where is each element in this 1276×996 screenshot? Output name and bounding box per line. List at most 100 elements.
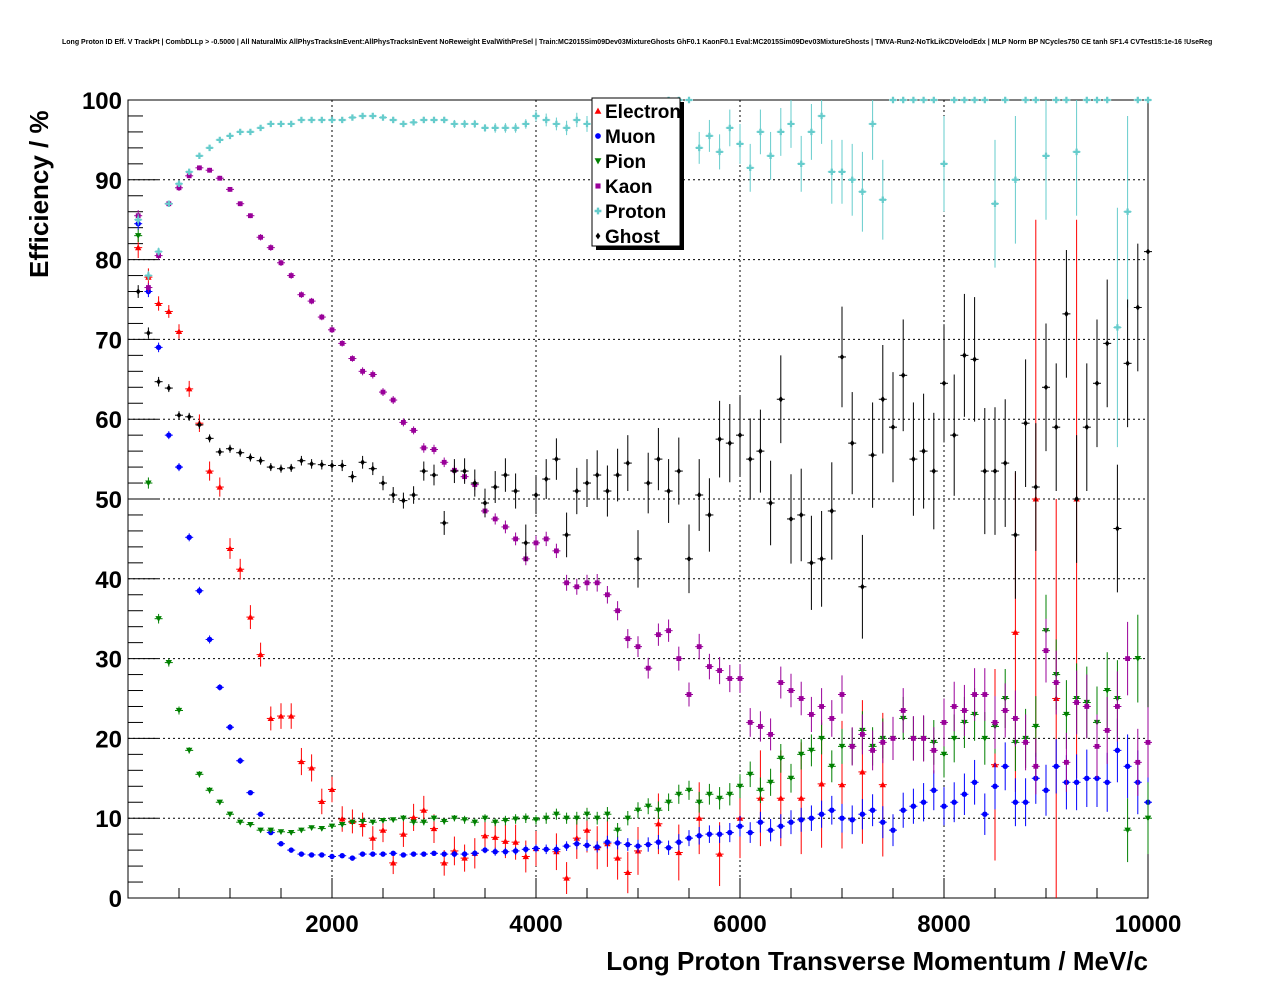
- x-axis-label: Long Proton Transverse Momentum / MeV/c: [606, 946, 1148, 976]
- muon-point: [971, 779, 978, 786]
- kaon-point: [778, 680, 784, 685]
- legend-proton-marker: [594, 207, 602, 215]
- muon-point: [227, 724, 233, 730]
- pion-point: [165, 660, 172, 666]
- muon-point: [594, 844, 600, 850]
- ghost-point: [278, 465, 284, 472]
- pion-point: [685, 787, 693, 794]
- proton-point: [318, 116, 325, 124]
- pion-point: [206, 787, 213, 794]
- pion-point: [1104, 687, 1111, 694]
- proton-point: [471, 120, 478, 128]
- electron-point: [420, 807, 427, 813]
- ghost-point: [1023, 419, 1028, 427]
- kaon-point: [911, 736, 916, 741]
- ghost-point: [248, 454, 253, 461]
- pion-point: [339, 822, 346, 828]
- ghost-point: [207, 435, 212, 442]
- ghost-point: [472, 479, 478, 487]
- x-tick-label: 2000: [305, 911, 358, 938]
- electron-point: [573, 834, 580, 841]
- kaon-point: [533, 540, 539, 546]
- x-tick-label: 8000: [917, 911, 970, 938]
- ghost-point: [900, 372, 906, 379]
- electron-point: [247, 613, 254, 620]
- pion-point: [665, 799, 672, 806]
- kaon-point: [656, 632, 661, 638]
- pion-point: [1063, 711, 1070, 718]
- pion-point: [532, 817, 540, 823]
- electron-point: [257, 651, 264, 658]
- muon-point: [716, 831, 723, 837]
- ghost-point: [1043, 384, 1049, 391]
- kaon-point: [747, 720, 753, 725]
- proton-point: [339, 116, 346, 124]
- proton-point: [849, 176, 856, 183]
- legend-muon-label: Muon: [605, 127, 656, 148]
- proton-point: [1063, 96, 1070, 104]
- kaon-point: [921, 736, 926, 741]
- proton-point: [400, 120, 407, 128]
- muon-point: [257, 811, 264, 817]
- muon-point: [1053, 763, 1059, 770]
- electron-point: [624, 869, 631, 876]
- ghost-point: [778, 396, 784, 403]
- electron-point: [818, 780, 825, 787]
- pion-point: [226, 811, 234, 818]
- proton-point: [481, 124, 489, 132]
- muon-point: [176, 464, 182, 470]
- ghost-point: [452, 467, 457, 475]
- kaon-point: [339, 340, 345, 346]
- pion-point: [216, 799, 223, 806]
- kaon-point: [248, 213, 253, 219]
- muon-point: [1022, 799, 1029, 805]
- ghost-point: [401, 497, 406, 504]
- kaon-point: [227, 186, 233, 192]
- pion-point: [645, 803, 652, 810]
- kaon-point: [421, 445, 427, 451]
- proton-point: [1114, 324, 1121, 331]
- proton-point: [1042, 152, 1050, 160]
- pion-point: [441, 818, 448, 825]
- electron-point: [798, 795, 805, 801]
- kaon-point: [554, 548, 559, 554]
- ghost-point: [880, 396, 886, 403]
- ghost-point: [809, 559, 814, 567]
- axis-ticks: 2000 4000 6000 8000 10000 0 10 20 30 40 50 60 70 80 90…: [82, 88, 1181, 938]
- pion-point: [318, 826, 325, 832]
- kaon-point: [880, 739, 886, 745]
- kaon-point: [962, 708, 967, 713]
- proton-point: [900, 96, 907, 104]
- ghost-point: [860, 583, 865, 590]
- ghost-point: [707, 511, 712, 519]
- pion-point: [461, 817, 468, 823]
- ghost-point: [1135, 304, 1141, 311]
- ghost-point: [217, 448, 223, 456]
- ghost-point: [1064, 310, 1069, 318]
- muon-point: [492, 848, 498, 855]
- electron-point: [1012, 629, 1019, 635]
- kaon-point: [278, 260, 284, 266]
- ghost-point: [849, 439, 855, 447]
- kaon-point: [839, 692, 845, 697]
- y-tick-label: 10: [95, 806, 122, 833]
- kaon-point: [707, 664, 712, 669]
- ghost-point: [768, 499, 773, 507]
- ghost-point: [1145, 248, 1151, 255]
- proton-point: [175, 180, 183, 187]
- pion-point: [736, 783, 744, 790]
- kaon-point: [380, 389, 386, 395]
- muon-point: [237, 758, 243, 764]
- ghost-point: [676, 467, 682, 475]
- ghost-point: [227, 445, 233, 452]
- kaon-point: [401, 419, 406, 425]
- pion-point: [369, 819, 376, 826]
- kaon-point: [900, 708, 906, 713]
- electron-point: [879, 781, 886, 788]
- muon-point: [839, 815, 845, 821]
- y-tick-label: 50: [95, 487, 122, 514]
- kaon-point: [176, 185, 182, 191]
- proton-point: [216, 136, 224, 144]
- kaon-point: [441, 459, 447, 465]
